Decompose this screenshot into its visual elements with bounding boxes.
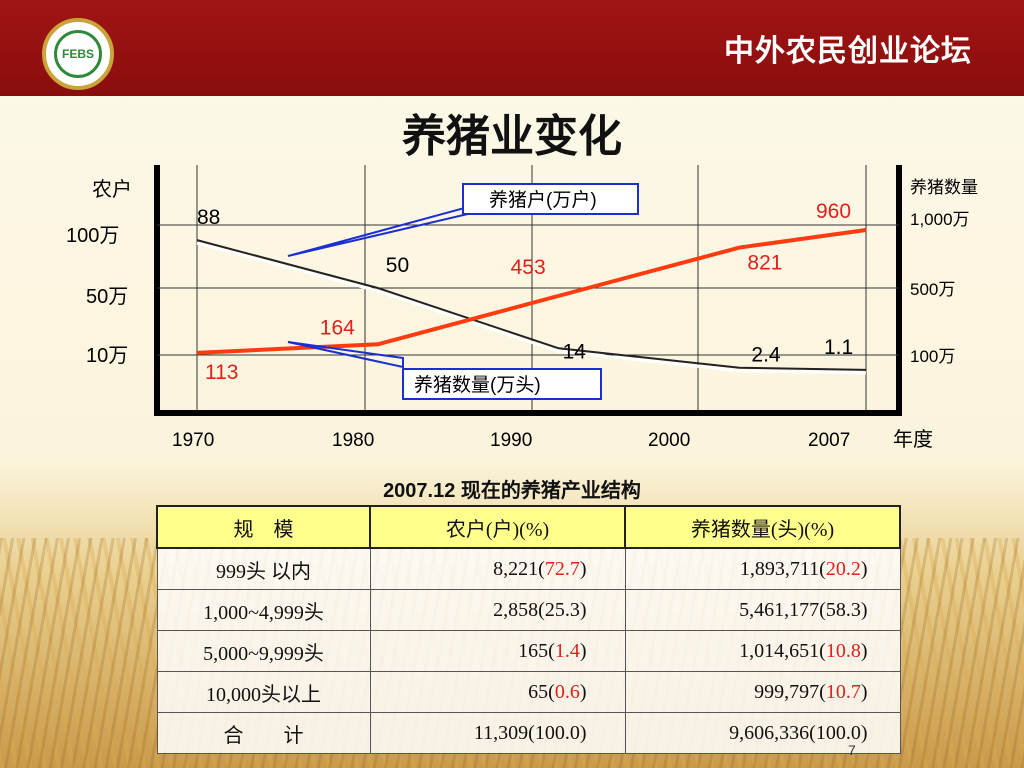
pig-count-point-label: 960 [816, 200, 851, 223]
cell-value: 2,858( [493, 598, 545, 621]
cell-percent: 20.2 [825, 557, 861, 580]
pigs-callout-pointer [287, 341, 404, 369]
cell-value: 8,221( [493, 557, 545, 580]
right-tick-500: 500万 [910, 280, 955, 299]
x-tick-1980: 1980 [332, 430, 374, 451]
cell-scale: 1,000~4,999头 [156, 589, 371, 631]
left-tick-100: 100万 [66, 225, 119, 247]
x-axis-label: 年度 [893, 428, 933, 451]
forum-brand-title: 中外农民创业论坛 [724, 35, 972, 68]
cell-scale: 合 计 [156, 712, 371, 754]
households-point-label: 2.4 [751, 344, 781, 367]
right-tick-100: 100万 [910, 347, 955, 366]
industry-structure-table: 规 模 农户(户)(%) 养猪数量(头)(%) 999头 以内 8,221(72.… [156, 505, 901, 754]
table-row: 999头 以内 8,221(72.7) 1,893,711(20.2) [156, 547, 901, 590]
cell-value: 165( [518, 639, 555, 662]
febs-logo: FEBS [42, 18, 114, 90]
slide-title: 养猪业变化 [402, 112, 622, 161]
header-pigs: 养猪数量(头)(%) [624, 505, 901, 549]
left-tick-50: 50万 [86, 286, 128, 308]
pig-count-point-label: 164 [320, 316, 355, 339]
households-point-label: 50 [386, 254, 409, 277]
households-line-highlight [196, 241, 867, 375]
x-tick-2007: 2007 [808, 430, 850, 451]
cell-percent: 25.3 [544, 598, 580, 621]
x-tick-2000: 2000 [648, 430, 690, 451]
cell-farms: 165(1.4) [369, 630, 626, 672]
right-axis-label: 养猪数量 [910, 178, 978, 197]
table-header-row: 规 模 农户(户)(%) 养猪数量(头)(%) [156, 505, 901, 549]
cell-farms: 8,221(72.7) [369, 547, 626, 590]
cell-farms: 65(0.6) [369, 671, 626, 713]
cell-percent: 10.7 [825, 680, 861, 703]
cell-farms: 11,309(100.0) [369, 712, 626, 754]
page-number: 7 [848, 742, 856, 758]
cell-pigs: 1,014,651(10.8) [624, 630, 901, 672]
logo-text: FEBS [54, 30, 102, 78]
households-legend-box [462, 183, 639, 215]
cell-value: 999,797( [754, 680, 826, 703]
cell-value: 11,309( [473, 721, 535, 744]
households-legend-label: 养猪户(万户) [489, 189, 597, 211]
cell-percent: 100.0 [534, 721, 580, 744]
cell-percent: 1.4 [554, 639, 580, 662]
cell-percent: 100.0 [815, 721, 861, 744]
left-axis-label: 农户 [92, 178, 132, 201]
households-line [196, 239, 867, 371]
cell-pigs: 9,606,336(100.0) [624, 712, 901, 754]
x-tick-1970: 1970 [172, 430, 214, 451]
cell-percent: 0.6 [554, 680, 580, 703]
table-row: 10,000头以上 65(0.6) 999,797(10.7) [156, 671, 901, 713]
cell-scale: 999头 以内 [156, 547, 371, 590]
cell-percent: 72.7 [544, 557, 580, 580]
households-point-label: 1.1 [824, 336, 853, 359]
cell-percent: 58.3 [825, 598, 861, 621]
cell-pigs: 999,797(10.7) [624, 671, 901, 713]
households-callout-pointer [287, 205, 469, 257]
cell-pigs: 5,461,177(58.3) [624, 589, 901, 631]
cell-value: 9,606,336( [729, 721, 816, 744]
cell-value: 1,014,651( [739, 639, 826, 662]
cell-pigs: 1,893,711(20.2) [624, 547, 901, 590]
cell-percent: 10.8 [825, 639, 861, 662]
pig-count-point-label: 821 [747, 252, 782, 275]
table-row: 1,000~4,999头 2,858(25.3) 5,461,177(58.3) [156, 589, 901, 631]
table-title: 2007.12 现在的养猪产业结构 [383, 480, 641, 502]
cell-farms: 2,858(25.3) [369, 589, 626, 631]
table-body: 999头 以内 8,221(72.7) 1,893,711(20.2) 1,000~4… [156, 547, 901, 754]
pigs-legend-box [402, 368, 602, 400]
table-row: 合 计 11,309(100.0) 9,606,336(100.0) [156, 712, 901, 754]
header-scale: 规 模 [156, 505, 371, 549]
pigs-legend-label: 养猪数量(万头) [414, 374, 541, 396]
cell-value: 1,893,711( [739, 557, 826, 580]
pig-count-point-label: 113 [205, 361, 238, 384]
series-layer: 88 50 14 2.4 1.1 113 164 453 821 960 [196, 200, 867, 384]
households-point-label: 88 [197, 206, 220, 229]
cell-value: 5,461,177( [739, 598, 826, 621]
cell-scale: 5,000~9,999头 [156, 630, 371, 672]
slide-header: FEBS 中外农民创业论坛 [0, 0, 1024, 96]
cell-scale: 10,000头以上 [156, 671, 371, 713]
x-tick-1990: 1990 [490, 430, 532, 451]
pig-industry-chart: 农户 100万 50万 10万 养猪数量 1,000万 500万 100万 19… [66, 165, 978, 451]
table-row: 5,000~9,999头 165(1.4) 1,014,651(10.8) [156, 630, 901, 672]
legend-callouts: 养猪户(万户) 养猪数量(万头) [287, 183, 639, 400]
header-farms: 农户(户)(%) [369, 505, 626, 549]
households-point-label: 14 [563, 340, 587, 363]
pig-count-point-label: 453 [511, 256, 546, 279]
right-tick-1000: 1,000万 [910, 210, 970, 229]
cell-value: 65( [528, 680, 555, 703]
left-tick-10: 10万 [86, 345, 128, 367]
pig-count-line [196, 228, 867, 355]
